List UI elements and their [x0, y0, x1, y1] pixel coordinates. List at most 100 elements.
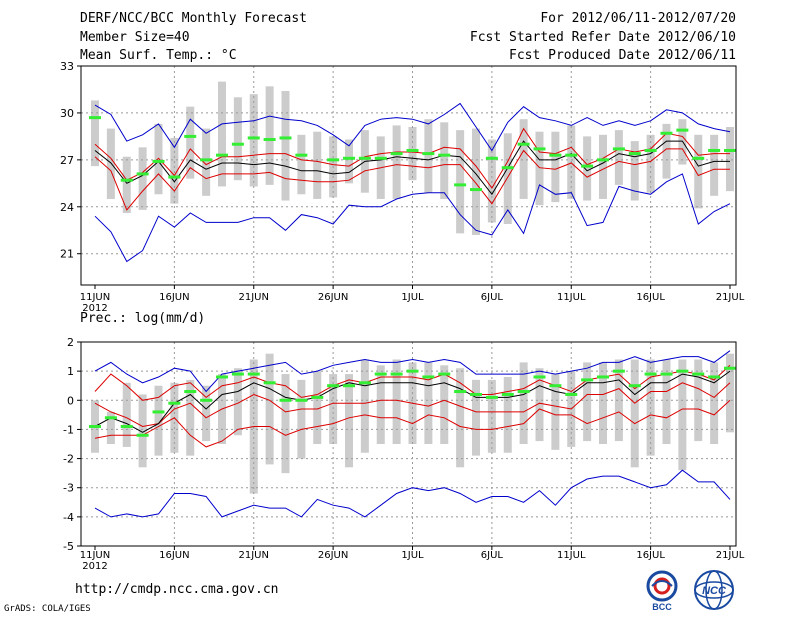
ensemble-box	[710, 134, 719, 196]
ensemble-box	[726, 353, 734, 433]
observed-marker	[644, 372, 657, 376]
y-tick-label: 0	[67, 394, 74, 407]
x-tick-label: 1JUL	[401, 292, 424, 303]
observed-marker	[708, 375, 721, 379]
observed-marker	[327, 384, 340, 388]
ensemble-box	[329, 374, 338, 444]
chart-title: DERF/NCC/BCC Monthly Forecast	[80, 11, 307, 26]
ensemble-box	[138, 394, 147, 468]
lower2-line	[94, 399, 731, 448]
observed-marker	[676, 128, 689, 132]
observed-marker	[136, 172, 149, 176]
bcc-logo-text: BCC	[652, 602, 672, 612]
ensemble-box	[503, 376, 512, 453]
max-line	[94, 350, 731, 393]
x-tick-label: 6JUL	[481, 550, 504, 561]
ensemble-box	[249, 94, 258, 187]
observed-marker	[501, 166, 514, 170]
y-tick-label: 24	[60, 201, 74, 214]
observed-marker	[343, 384, 355, 388]
ensemble-box	[154, 123, 163, 195]
x-tick-label: 16JUN	[159, 292, 189, 303]
ensemble-box	[265, 353, 274, 465]
observed-marker	[104, 416, 117, 420]
x-tick-label: 11JUN	[80, 292, 110, 303]
bcc-logo: BCC	[646, 570, 678, 612]
observed-marker	[200, 398, 213, 402]
ensemble-box	[614, 130, 623, 185]
observed-marker	[89, 116, 101, 120]
observed-marker	[406, 148, 419, 152]
observed-marker	[374, 372, 387, 376]
ensemble-box	[726, 127, 734, 192]
observed-markers	[89, 366, 736, 437]
min-line	[94, 469, 731, 518]
ensemble-box	[535, 368, 544, 442]
observed-marker	[692, 372, 705, 376]
ensemble-box	[456, 130, 465, 234]
observed-marker	[660, 131, 673, 135]
y-tick-label: 33	[60, 60, 74, 73]
observed-marker	[263, 381, 276, 385]
observed-marker	[327, 158, 340, 162]
x-tick-label: 16JUN	[159, 550, 189, 561]
ensemble-box	[694, 134, 703, 209]
y-tick-label: 2	[67, 336, 74, 349]
y-tick-label: 27	[60, 154, 74, 167]
source-url[interactable]: http://cmdp.ncc.cma.gov.cn	[75, 582, 279, 597]
observed-marker	[152, 159, 165, 163]
observed-marker	[279, 136, 292, 140]
produced-date: Fcst Produced Date 2012/06/11	[509, 48, 736, 63]
ensemble-box	[472, 379, 480, 456]
variable-label: Mean Surf. Temp.: °C	[80, 48, 237, 63]
x-tick-label: 6JUL	[481, 292, 504, 303]
max-line	[94, 102, 731, 152]
observed-marker	[628, 152, 641, 156]
upper-line	[94, 364, 731, 401]
ensemble-box	[662, 359, 671, 444]
observed-marker	[676, 369, 689, 373]
observed-marker	[565, 392, 578, 396]
observed-marker	[279, 398, 292, 402]
ensemble-box	[313, 131, 322, 199]
ensemble-box	[519, 362, 528, 444]
ncc-logo: NCC	[694, 570, 734, 610]
observed-markers	[89, 116, 736, 192]
observed-marker	[120, 178, 133, 182]
ensemble-box	[583, 136, 592, 201]
observed-marker	[612, 147, 625, 151]
ensemble-box	[440, 365, 449, 444]
observed-marker	[358, 156, 371, 160]
ensemble-box	[456, 368, 465, 468]
observed-marker	[390, 372, 403, 376]
observed-marker	[216, 153, 228, 157]
observed-marker	[263, 138, 276, 142]
observed-marker	[549, 153, 562, 157]
plot-frame	[80, 65, 737, 286]
observed-marker	[120, 425, 133, 429]
ensemble-box	[614, 359, 623, 442]
ensemble-box	[360, 359, 369, 453]
x-tick-label: 16JUL	[636, 292, 665, 303]
ensemble-box	[440, 122, 449, 199]
observed-marker	[517, 142, 530, 146]
forecast-period: For 2012/06/11-2012/07/20	[540, 11, 736, 26]
observed-marker	[581, 378, 594, 382]
observed-marker	[581, 164, 594, 168]
observed-marker	[390, 152, 403, 156]
grid-lines	[81, 66, 736, 285]
observed-marker	[628, 384, 641, 388]
ensemble-box	[186, 106, 195, 179]
x-tick-year: 2012	[82, 561, 107, 572]
ensemble-box	[487, 139, 496, 223]
x-tick-label: 11JUN	[80, 550, 110, 561]
ensemble-box	[392, 125, 401, 199]
start-date: Fcst Started Refer Date 2012/06/10	[469, 30, 736, 45]
ensemble-box	[218, 81, 226, 187]
x-tick-label: 21JUL	[716, 550, 745, 561]
ncc-logo-text: NCC	[702, 585, 727, 597]
min-line	[94, 173, 731, 263]
ensemble-box	[551, 131, 560, 203]
